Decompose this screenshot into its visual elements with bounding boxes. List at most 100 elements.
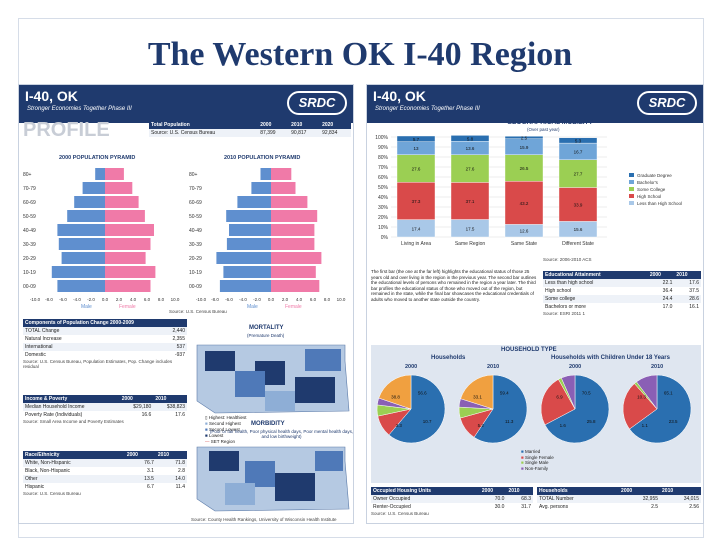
data-label: 5.8	[467, 136, 474, 141]
pie-label: 56.6	[418, 390, 427, 395]
mortality-subtitle: (Premature Death)	[247, 333, 285, 338]
table-cell: $29,180	[119, 403, 154, 411]
table-cell: 2.8	[178, 468, 185, 474]
data-label: 12.6	[520, 229, 529, 234]
total-population-table: Total Population 2000 2010 2020 Source: U.S…	[149, 121, 351, 137]
table-cell: 16.1	[689, 304, 699, 310]
axis-tick: -2.0	[87, 297, 95, 302]
axis-tick: -8.0	[211, 297, 219, 302]
legend-swatch	[629, 187, 634, 191]
female-label: Female	[119, 304, 136, 310]
srdc-logo: SRDC	[637, 91, 697, 115]
table-row: International 537	[23, 343, 187, 351]
table-cell: 71.8	[155, 459, 187, 467]
legend-label: High School	[637, 194, 661, 199]
table-cell: 31.7	[521, 504, 531, 510]
table-row: Owner Occupied 70.0 68.3	[371, 495, 533, 503]
axis-tick: 6.0	[144, 297, 151, 302]
age-label: 60-69	[23, 200, 36, 206]
left-profile-panel: I-40, OK Stronger Economies Together Pha…	[18, 84, 354, 524]
education-title: Educational Attainment	[543, 271, 648, 279]
axis-tick: -10.0	[196, 297, 207, 302]
components-table: Components of Population Change 2000-200…	[23, 319, 187, 369]
female-bar	[105, 266, 156, 278]
table-cell: Other	[23, 475, 125, 483]
male-bar	[226, 238, 271, 250]
bar-segment	[504, 181, 544, 225]
bar-segment	[558, 159, 598, 188]
morbidity-title: MORBIDITY	[251, 421, 285, 427]
bar-segment	[450, 135, 490, 142]
data-label: 5.7	[413, 137, 420, 142]
age-label: 20-29	[189, 256, 202, 262]
education-year: 2000	[647, 271, 675, 279]
pie-label: 3.3	[396, 423, 403, 428]
legend-item: ■ Single Male	[521, 460, 549, 465]
category-label: Different State	[562, 241, 594, 247]
male-bar	[251, 182, 271, 194]
legend-item: ■ Lowest	[205, 433, 224, 438]
male-label: Male	[247, 304, 258, 310]
female-bar	[271, 238, 315, 250]
legend-item: ■ Non-Family	[521, 465, 548, 471]
female-bar	[271, 210, 318, 222]
male-bar	[61, 252, 105, 264]
income-table: Income & Poverty 2000 2010 Median Household…	[23, 395, 187, 424]
income-title: Income & Poverty	[23, 395, 120, 403]
income-source: Source: Small Area Income and Poverty Es…	[23, 419, 124, 424]
pie-label: 23.5	[669, 419, 678, 424]
age-label: 80+	[189, 172, 198, 178]
pie-label: 10.3	[637, 394, 646, 399]
table-cell: 32,955	[619, 495, 661, 503]
pie-slice	[378, 374, 412, 410]
geo-mobility-subtitle: (Over past year)	[527, 127, 560, 132]
female-bar	[105, 280, 151, 292]
legend-label: Single Male	[524, 460, 549, 465]
table-cell: Renter-Occupied	[373, 504, 411, 510]
table-row: Other 13.5 14.0	[23, 475, 187, 483]
age-label: 40-49	[23, 228, 36, 234]
components-title: Components of Population Change 2000-200…	[23, 319, 187, 327]
pie-year: 2000	[405, 364, 418, 370]
table-cell: Black, Non-Hispanic	[25, 468, 71, 474]
pie-slice	[460, 374, 494, 410]
table-cell: 2.5	[651, 504, 659, 510]
table-row: Renter-Occupied 30.0 31.7	[371, 503, 533, 511]
legend-label: Married	[524, 449, 541, 454]
table-cell: Hispanic	[25, 484, 45, 490]
pie-label: 1.6	[560, 423, 567, 428]
health-source: Source: County Health Rankings, Universi…	[191, 517, 337, 522]
bar-segment	[558, 137, 598, 144]
data-label: 13	[413, 146, 419, 151]
data-label: 15.9	[520, 145, 529, 150]
pie-label: 70.5	[582, 390, 591, 395]
pie-label: 10.7	[423, 419, 432, 424]
table-row: Poverty Rate (Individuals) 16.6 17.6	[23, 411, 187, 419]
male-bar	[223, 266, 271, 278]
mortality-map	[196, 344, 350, 414]
pie-year: 2000	[569, 364, 582, 370]
data-label: 43.2	[520, 201, 529, 206]
table-row: Avg. persons 2.5 2.56	[537, 503, 701, 511]
female-bar	[105, 224, 154, 236]
age-label: 00-09	[23, 284, 36, 290]
legend-label: Lowest	[208, 433, 224, 438]
pie-slice	[388, 374, 446, 444]
bar-segment	[450, 154, 490, 183]
morbidity-map	[196, 446, 350, 512]
legend-item: ■ Second Lowest	[205, 427, 240, 432]
male-bar	[57, 224, 105, 236]
axis-tick: 4.0	[130, 297, 137, 302]
table-row: Natural Increase 2,355	[23, 335, 187, 343]
geo-source: Source: 2006-2010 ACS	[543, 257, 592, 262]
income-year: 2010	[153, 395, 187, 403]
table-cell: Avg. persons	[539, 504, 569, 510]
table-row: High school 36.4 37.5	[543, 287, 701, 295]
female-bar	[271, 196, 308, 208]
y-tick: 30%	[378, 205, 389, 211]
table-cell: -937	[174, 352, 185, 358]
table-row: Bachelors or more 17.0 16.1	[543, 303, 701, 311]
legend-label: Second Highest	[208, 421, 241, 426]
data-label: 26.5	[520, 166, 529, 171]
female-bar	[105, 182, 133, 194]
